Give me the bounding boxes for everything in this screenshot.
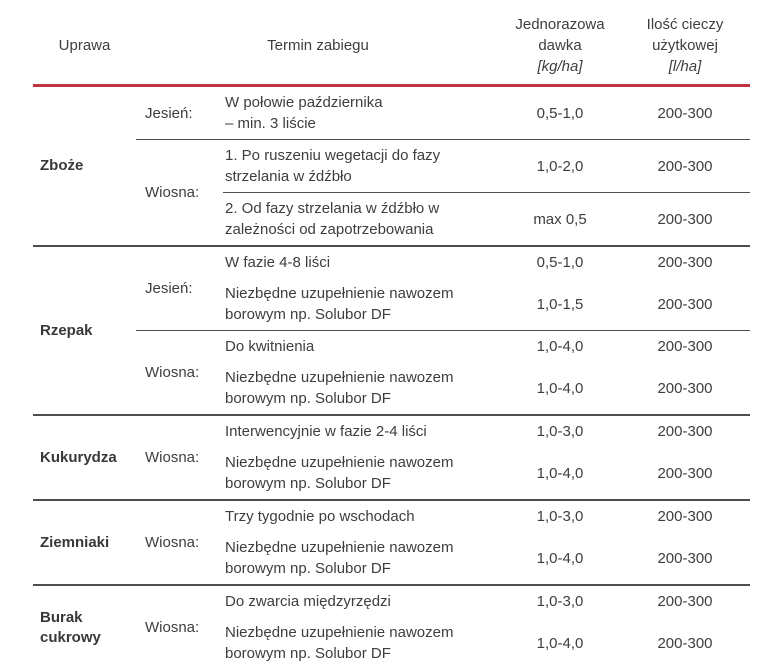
dose-header-line1: Jednorazowa	[515, 16, 605, 33]
liquid-value: 200-300	[657, 157, 713, 175]
season-label: Wiosna:	[145, 364, 200, 381]
table-row: Niezbędne uzupełnienie nawozem borowym n…	[223, 362, 750, 414]
section-kukurydza: Kukurydza Wiosna: Interwencyjnie w fazie…	[33, 414, 750, 499]
dose-value: 1,0-2,0	[536, 157, 584, 175]
treatment-desc: 2. Od fazy strzelania w źdźbło w zależno…	[225, 200, 440, 238]
season-group-wiosna: Wiosna: Trzy tygodnie po wschodach 1,0-3…	[136, 501, 750, 584]
season-group-jesien: Jesień: W fazie 4-8 liści 0,5-1,0 200-30…	[136, 247, 750, 330]
crop-name: Ziemniaki	[40, 533, 110, 551]
liquid-value: 200-300	[657, 295, 713, 313]
section-zboze: Zboże Jesień: W połowie października – m…	[33, 87, 750, 245]
season-group-wiosna: Wiosna: Interwencyjnie w fazie 2-4 liści…	[136, 416, 750, 499]
section-rzepak: Rzepak Jesień: W fazie 4-8 liści 0,5-1,0…	[33, 245, 750, 414]
liquid-header-line1: Ilość cieczy	[646, 16, 724, 33]
dose-value: 1,0-1,5	[536, 295, 584, 313]
liquid-value: 200-300	[657, 464, 713, 482]
dose-value: 1,0-4,0	[536, 338, 584, 355]
liquid-value: 200-300	[657, 423, 713, 440]
crop-name: Rzepak	[40, 321, 93, 339]
season-label: Wiosna:	[145, 619, 200, 636]
table-row: W połowie października – min. 3 liście 0…	[223, 87, 750, 139]
treatment-desc: 1. Po ruszeniu wegetacji do fazy strzela…	[225, 147, 441, 185]
season-group-jesien: Jesień: W połowie października – min. 3 …	[136, 87, 750, 139]
crop-name: Burak cukrowy	[40, 608, 101, 646]
treatment-desc: Niezbędne uzupełnienie nawozem borowym n…	[225, 454, 454, 492]
liquid-value: 200-300	[657, 593, 713, 610]
crop-name: Kukurydza	[40, 448, 117, 466]
dose-value: 1,0-3,0	[536, 508, 584, 525]
dose-value: 0,5-1,0	[536, 104, 584, 122]
season-label: Wiosna:	[145, 449, 200, 466]
treatment-desc: W połowie października – min. 3 liście	[225, 94, 383, 132]
column-header-dose: Jednorazowa dawka [kg/ha]	[500, 14, 620, 77]
season-label: Wiosna:	[145, 184, 200, 201]
treatment-desc: Niezbędne uzupełnienie nawozem borowym n…	[225, 624, 454, 662]
column-header-liquid: Ilość cieczy użytkowej [l/ha]	[620, 14, 750, 77]
liquid-value: 200-300	[657, 338, 713, 355]
liquid-value: 200-300	[657, 210, 713, 228]
column-header-crop: Uprawa	[33, 14, 136, 77]
dose-value: 0,5-1,0	[536, 254, 584, 271]
table-row: Do zwarcia międzyrzędzi 1,0-3,0 200-300	[223, 586, 750, 617]
liquid-value: 200-300	[657, 508, 713, 525]
dose-header-unit: [kg/ha]	[537, 58, 583, 75]
crop-name: Zboże	[40, 157, 84, 174]
table-row: Niezbędne uzupełnienie nawozem borowym n…	[223, 532, 750, 584]
table-row: Niezbędne uzupełnienie nawozem borowym n…	[223, 278, 750, 330]
section-ziemniaki: Ziemniaki Wiosna: Trzy tygodnie po wscho…	[33, 499, 750, 584]
liquid-header-line2: użytkowej	[652, 37, 718, 54]
table-row: Interwencyjnie w fazie 2-4 liści 1,0-3,0…	[223, 416, 750, 447]
column-header-timing: Termin zabiegu	[136, 14, 500, 77]
liquid-value: 200-300	[657, 254, 713, 271]
table-header-row: Uprawa Termin zabiegu Jednorazowa dawka …	[33, 0, 750, 87]
dose-value: 1,0-3,0	[536, 423, 584, 440]
treatment-desc: Niezbędne uzupełnienie nawozem borowym n…	[225, 285, 454, 323]
treatment-desc: Trzy tygodnie po wschodach	[225, 508, 415, 525]
season-label: Jesień:	[145, 280, 193, 297]
dose-value: 1,0-4,0	[536, 379, 584, 397]
dose-header-line2: dawka	[538, 37, 582, 54]
treatment-desc: Do kwitnienia	[225, 338, 315, 355]
table-row: Trzy tygodnie po wschodach 1,0-3,0 200-3…	[223, 501, 750, 532]
table-row: 2. Od fazy strzelania w źdźbło w zależno…	[223, 192, 750, 245]
dose-value: max 0,5	[533, 210, 587, 228]
table-row: W fazie 4-8 liści 0,5-1,0 200-300	[223, 247, 750, 278]
season-label: Wiosna:	[145, 534, 200, 551]
treatment-desc: Niezbędne uzupełnienie nawozem borowym n…	[225, 369, 454, 407]
table-row: 1. Po ruszeniu wegetacji do fazy strzela…	[223, 140, 750, 192]
treatment-desc: Interwencyjnie w fazie 2-4 liści	[225, 423, 427, 440]
table-row: Niezbędne uzupełnienie nawozem borowym n…	[223, 617, 750, 669]
table-row: Do kwitnienia 1,0-4,0 200-300	[223, 331, 750, 362]
dose-value: 1,0-3,0	[536, 593, 584, 610]
table-row: Niezbędne uzupełnienie nawozem borowym n…	[223, 447, 750, 499]
liquid-header-unit: [l/ha]	[668, 58, 702, 75]
treatment-desc: Do zwarcia międzyrzędzi	[225, 593, 391, 610]
dose-value: 1,0-4,0	[536, 464, 584, 482]
dose-value: 1,0-4,0	[536, 634, 584, 652]
season-label: Jesień:	[145, 104, 193, 122]
column-header-timing-label: Termin zabiegu	[267, 37, 369, 54]
treatment-desc: Niezbędne uzupełnienie nawozem borowym n…	[225, 539, 454, 577]
season-group-wiosna: Wiosna: 1. Po ruszeniu wegetacji do fazy…	[136, 139, 750, 245]
section-burak-cukrowy: Burak cukrowy Wiosna: Do zwarcia międzyr…	[33, 584, 750, 669]
season-group-wiosna: Wiosna: Do kwitnienia 1,0-4,0 200-300 Ni…	[136, 330, 750, 414]
column-header-crop-label: Uprawa	[58, 37, 111, 54]
liquid-value: 200-300	[657, 104, 713, 122]
dose-value: 1,0-4,0	[536, 549, 584, 567]
treatment-desc: W fazie 4-8 liści	[225, 254, 331, 271]
liquid-value: 200-300	[657, 549, 713, 567]
liquid-value: 200-300	[657, 634, 713, 652]
liquid-value: 200-300	[657, 379, 713, 397]
season-group-wiosna: Wiosna: Do zwarcia międzyrzędzi 1,0-3,0 …	[136, 586, 750, 669]
dosage-table: Uprawa Termin zabiegu Jednorazowa dawka …	[33, 0, 750, 669]
